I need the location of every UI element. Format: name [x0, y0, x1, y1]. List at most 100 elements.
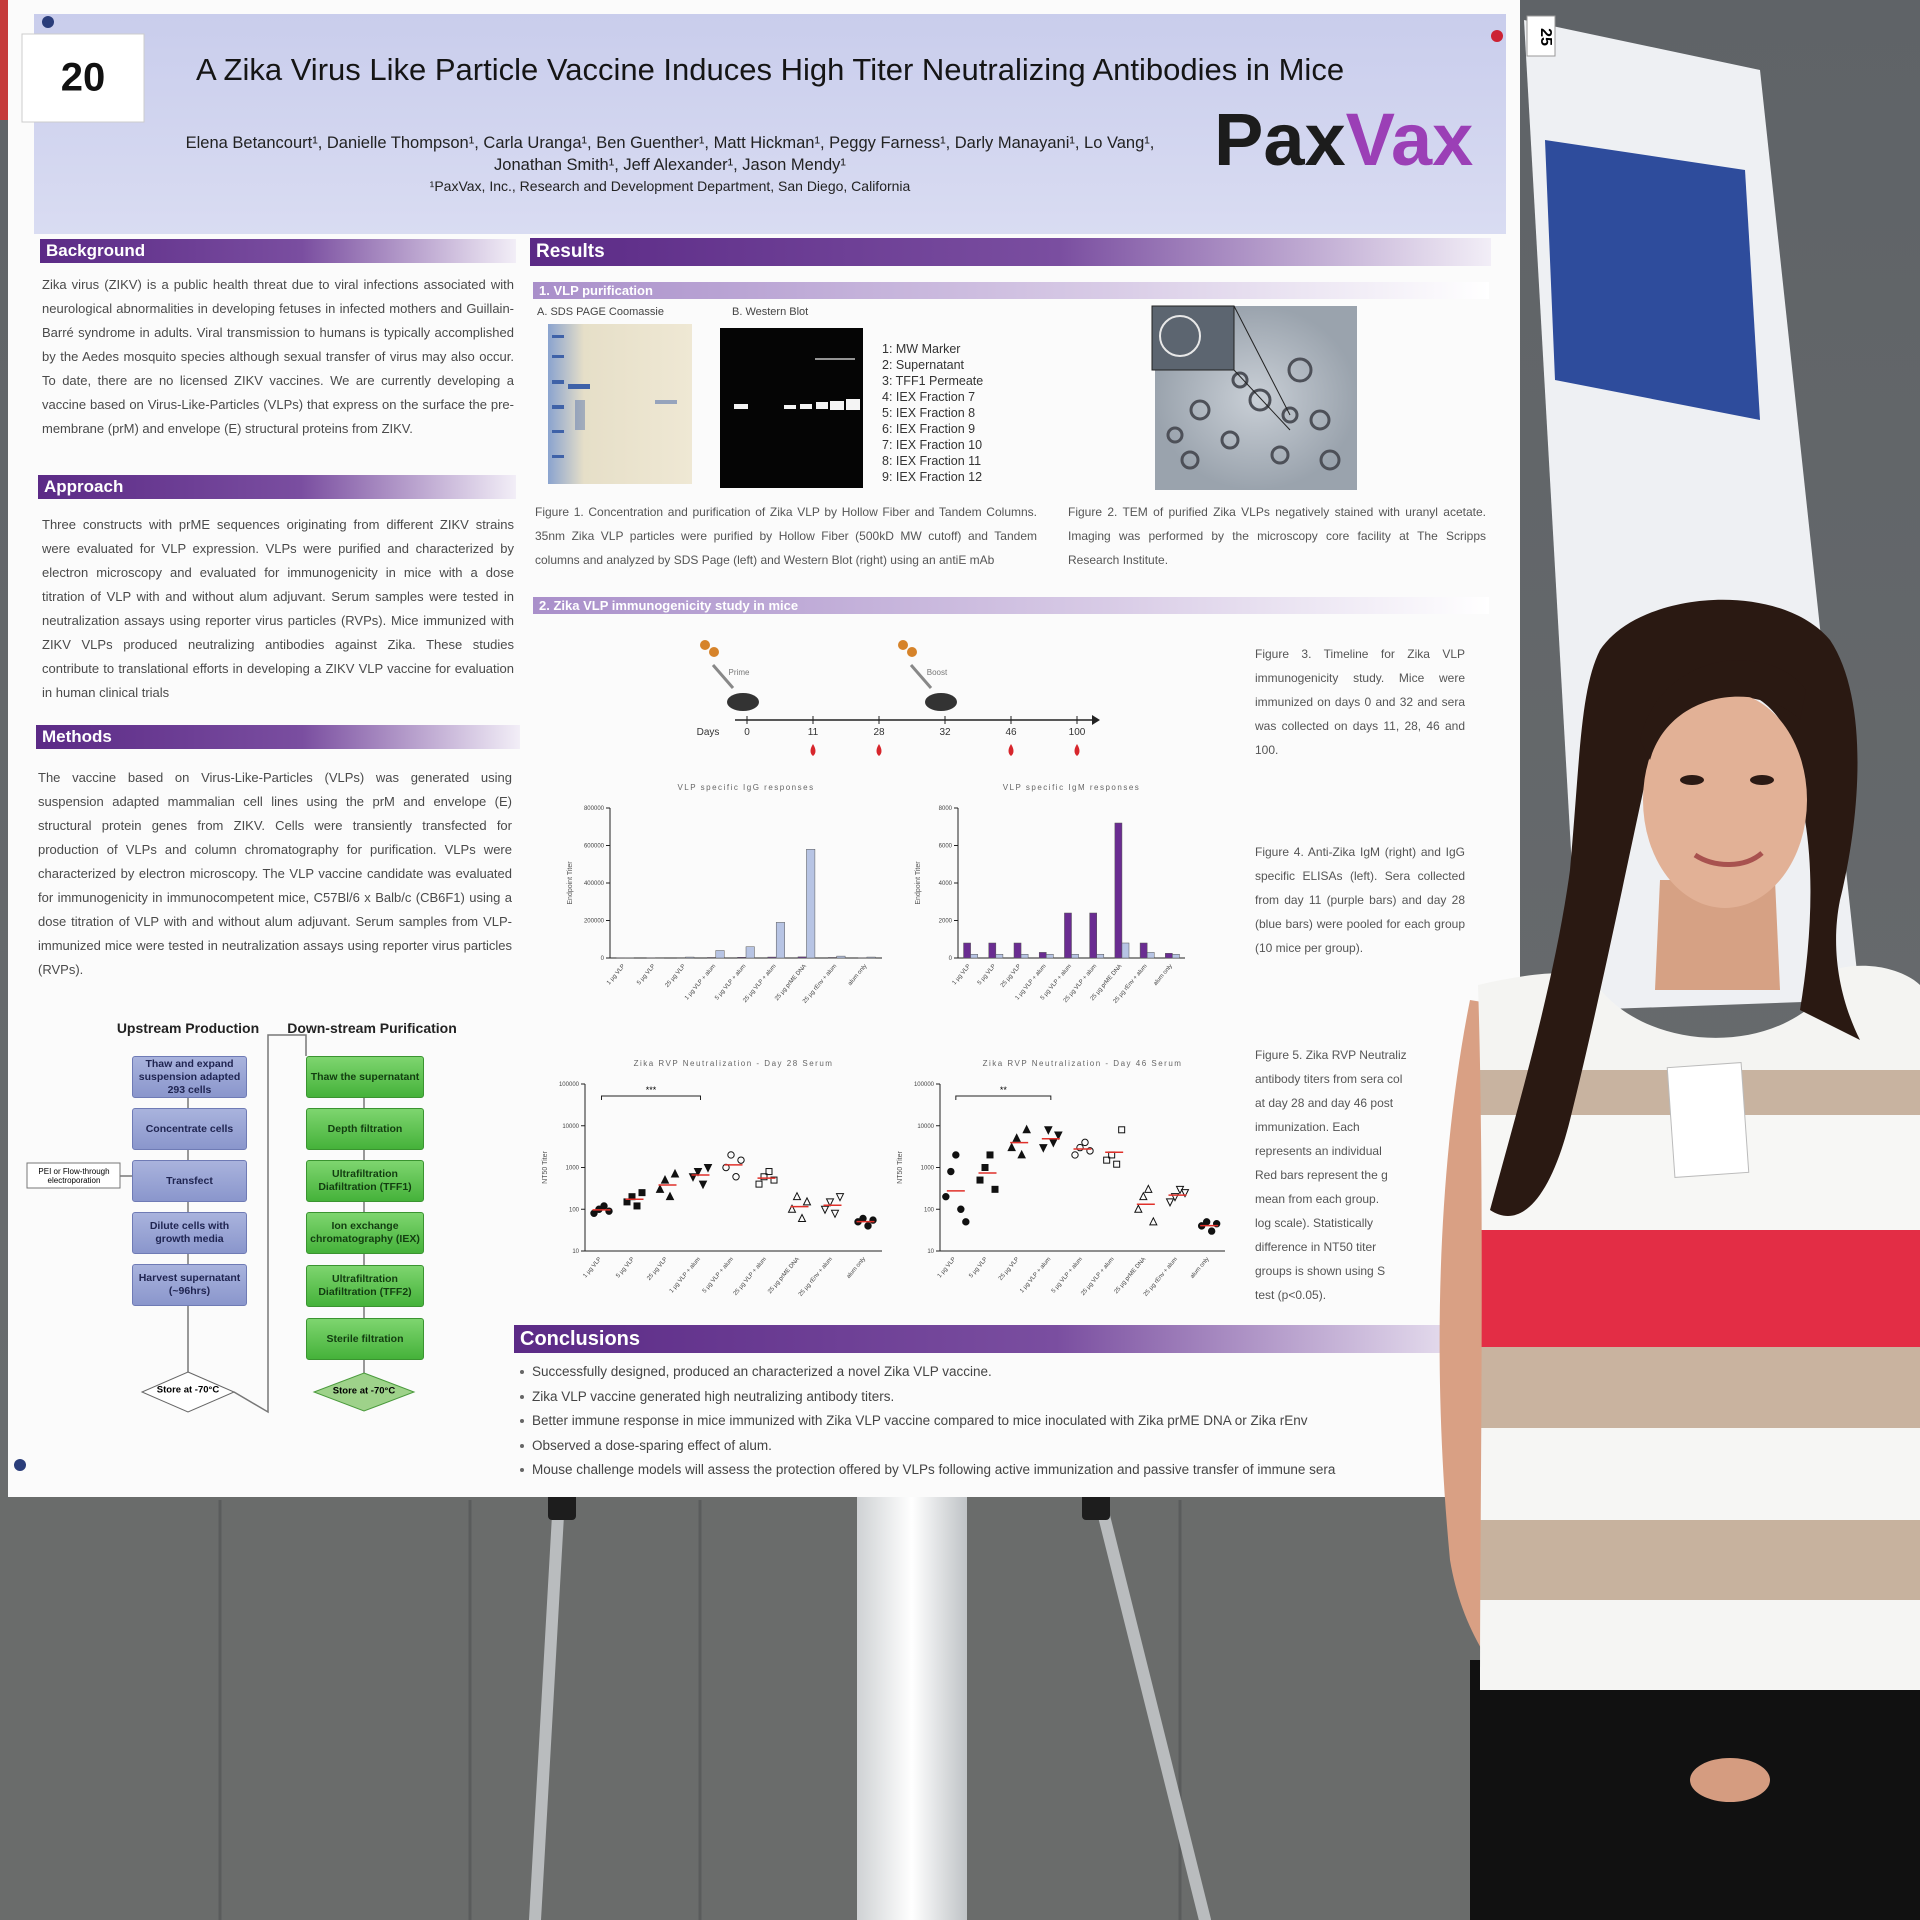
- point: [991, 1185, 999, 1193]
- pin: [1491, 30, 1503, 42]
- y-tick-label: 800000: [584, 806, 605, 812]
- bar: [1071, 954, 1079, 959]
- y-tick-label: 6000: [939, 844, 953, 850]
- point: [1044, 1126, 1053, 1135]
- y-axis-label: Endpoint Titer: [567, 861, 574, 905]
- y-tick-label: 100000: [914, 1082, 935, 1088]
- y-tick-label: 600000: [584, 844, 605, 850]
- point: [638, 1189, 646, 1197]
- conclusion-text: Observed a dose-sparing effect of alum.: [532, 1437, 772, 1453]
- point: [1113, 1160, 1121, 1168]
- blood-drop: [810, 744, 816, 756]
- bar: [970, 954, 978, 959]
- mouse: [727, 693, 759, 711]
- flow-step: Concentrate cells: [132, 1108, 247, 1150]
- flow-connectors: [120, 1034, 365, 1414]
- hair: [1490, 599, 1860, 1216]
- y-axis-label: Endpoint Titer: [915, 861, 922, 905]
- affiliation: ¹PaxVax, Inc., Research and Development …: [429, 178, 911, 194]
- number-card: [21, 33, 145, 123]
- flow-step: Ion exchange chromatography (IEX): [306, 1212, 424, 1254]
- eyes: [1680, 775, 1774, 785]
- caption-line: antibody titers from sera col: [1255, 1072, 1403, 1086]
- chart-title: VLP specific IgM responses: [1003, 783, 1141, 792]
- point: [633, 1202, 641, 1210]
- point: [665, 1191, 675, 1201]
- poster-header: [34, 14, 1506, 234]
- bar: [1046, 954, 1054, 959]
- mouth: [1693, 851, 1764, 867]
- section-heading: Background: [40, 239, 516, 263]
- significance: **: [1000, 1085, 1008, 1095]
- significance-bracket: [955, 1095, 1052, 1100]
- y-tick-label: 0: [601, 956, 605, 962]
- figure-caption: Figure 2. TEM of purified Zika VLPs nega…: [1068, 505, 1486, 567]
- point: [1144, 1184, 1153, 1193]
- caption-line: test (p<0.05).: [1255, 1288, 1327, 1302]
- bullet: [520, 1468, 524, 1472]
- bullet: [520, 1419, 524, 1423]
- y-tick-label: 1000: [566, 1166, 580, 1172]
- conclusion-item: Successfully designed, produced an chara…: [518, 1360, 1718, 1385]
- approach-text: Three constructs with prME sequences ori…: [42, 517, 514, 700]
- point: [1165, 1198, 1175, 1208]
- bar: [1089, 912, 1097, 959]
- y-tick-label: 10000: [917, 1124, 934, 1130]
- point: [1071, 1151, 1079, 1159]
- flow-step: Transfect: [132, 1160, 247, 1202]
- lane-label: 9: IEX Fraction 12: [882, 470, 983, 484]
- tem-inset-particle: [1159, 315, 1201, 357]
- lane-label: 3: TFF1 Permeate: [882, 374, 984, 388]
- y-tick-label: 100: [924, 1207, 935, 1213]
- point: [825, 1198, 835, 1208]
- sub-heading: 2. Zika VLP immunogenicity study in mice: [533, 597, 1489, 614]
- bar: [1114, 822, 1123, 959]
- blot-bands: [734, 358, 860, 410]
- conclusion-item: Observed a dose-sparing effect of alum.: [518, 1434, 1718, 1459]
- y-tick-label: 10000: [562, 1124, 579, 1130]
- bar: [1121, 942, 1130, 959]
- y-axis-label: NT50 Titer: [542, 1150, 549, 1183]
- conclusion-text: Zika VLP vaccine generated high neutrali…: [532, 1388, 895, 1404]
- hair: [1640, 660, 1806, 760]
- y-tick-label: 100: [569, 1207, 580, 1213]
- section-heading: Approach: [38, 475, 516, 499]
- point: [942, 1192, 950, 1201]
- point: [693, 1168, 703, 1177]
- y-tick-label: 10: [572, 1249, 579, 1255]
- conclusion-item: Better immune response in mice immunized…: [518, 1409, 1718, 1434]
- authors: Jonathan Smith¹, Jeff Alexander¹, Jason …: [494, 156, 846, 174]
- point: [1081, 1138, 1089, 1147]
- face: [1643, 692, 1807, 908]
- easel: [529, 1474, 1211, 1920]
- point: [1180, 1189, 1190, 1198]
- bullet: [520, 1443, 524, 1448]
- neighbor-card: [1526, 15, 1556, 57]
- neck: [1655, 880, 1780, 990]
- syringe-dose: [709, 647, 719, 657]
- bar: [715, 950, 725, 959]
- point: [1076, 1143, 1084, 1152]
- point: [703, 1164, 713, 1173]
- point: [727, 1151, 735, 1159]
- lane-label: 4: IEX Fraction 7: [882, 390, 976, 404]
- bar: [745, 946, 755, 959]
- side-note: PEI or Flow-through electroporation: [38, 1167, 110, 1185]
- point: [770, 1176, 778, 1184]
- point: [981, 1164, 989, 1171]
- bullet: [520, 1370, 524, 1374]
- section-heading: Results: [530, 238, 1491, 266]
- dose-label: Boost: [927, 668, 948, 677]
- point: [1118, 1126, 1126, 1134]
- point: [952, 1151, 960, 1159]
- point: [864, 1222, 872, 1230]
- point: [660, 1174, 670, 1184]
- point: [655, 1184, 665, 1193]
- bar: [1064, 912, 1072, 959]
- conclusion-item: Mouse challenge models will assess the p…: [518, 1458, 1718, 1483]
- chart-title: Zika RVP Neutralization - Day 46 Serum: [983, 1059, 1183, 1068]
- point: [1086, 1147, 1094, 1155]
- y-tick-label: 8000: [939, 806, 953, 812]
- lane-label: 8: IEX Fraction 11: [882, 454, 982, 468]
